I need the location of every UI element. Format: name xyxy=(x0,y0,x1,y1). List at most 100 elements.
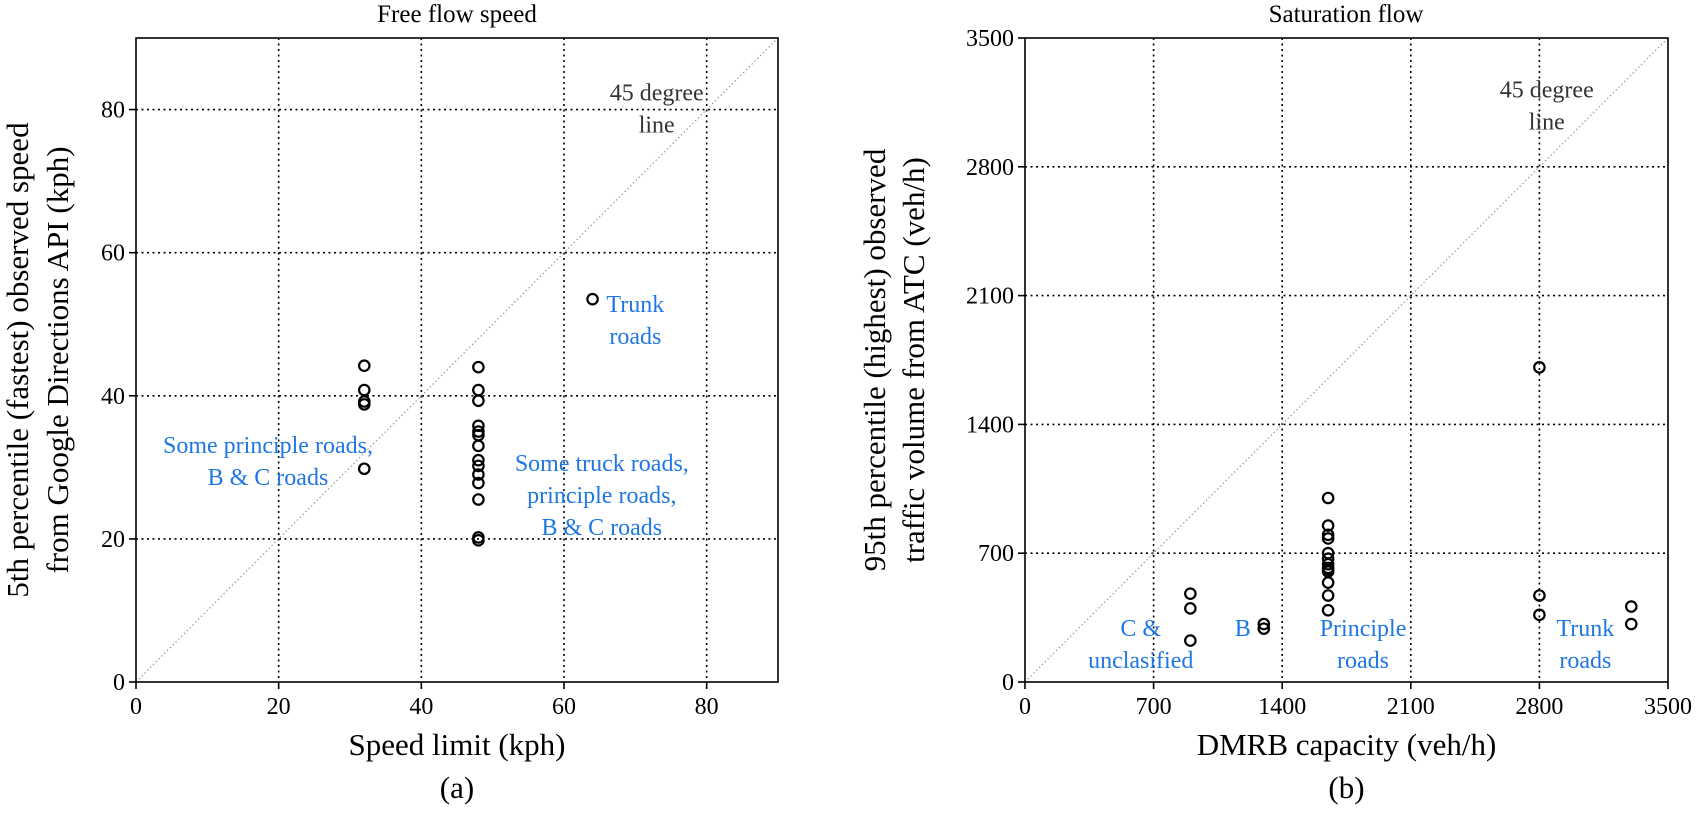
data-point xyxy=(1321,576,1335,589)
annotation: C & unclasified xyxy=(1088,616,1193,674)
data-point xyxy=(1533,361,1546,374)
annotation-line: unclasified xyxy=(1088,648,1193,674)
x-tick-label: 3500 xyxy=(1644,694,1692,720)
annotation: B xyxy=(1235,616,1251,642)
data-point xyxy=(472,360,485,374)
data-point xyxy=(1321,528,1335,542)
annotation-line: Some principle roads, xyxy=(163,433,373,459)
annotation-line: Principle xyxy=(1320,616,1407,642)
chart-title: Free flow speed xyxy=(377,1,537,28)
y-tick-label: 0 xyxy=(1002,670,1014,696)
data-point xyxy=(472,439,485,453)
data-point xyxy=(1184,602,1197,615)
annotation-line: B & C roads xyxy=(208,465,329,491)
reference-line-45-degree xyxy=(1024,37,1669,683)
data-point xyxy=(1321,532,1335,545)
data-point xyxy=(1321,491,1335,505)
x-tick-label: 0 xyxy=(130,694,142,720)
x-tick-label: 80 xyxy=(695,694,719,720)
data-point xyxy=(1184,587,1197,600)
data-point xyxy=(1624,617,1638,631)
x-tick-label: 20 xyxy=(267,694,291,720)
annotation-line: 45 degree xyxy=(610,80,704,106)
chart-title: Saturation flow xyxy=(1269,1,1424,28)
data-point xyxy=(472,459,485,473)
annotation-line: roads xyxy=(1337,648,1389,674)
annotation: Trunk roads xyxy=(606,292,664,350)
data-point xyxy=(1624,600,1638,613)
annotation-line: B xyxy=(1235,616,1251,642)
y-tick-label: 60 xyxy=(101,241,125,267)
y-tick-label: 20 xyxy=(101,527,125,553)
reference-line-45-degree xyxy=(135,37,779,683)
y-tick-label: 700 xyxy=(978,541,1014,567)
x-tick-label: 2100 xyxy=(1387,694,1435,720)
y-axis-label-line: 95th percentile (highest) observed xyxy=(857,148,892,571)
panel-sub-label: (b) xyxy=(1328,770,1364,805)
data-point xyxy=(357,383,371,397)
data-point xyxy=(1533,589,1546,602)
data-point xyxy=(472,425,485,438)
data-point xyxy=(472,468,485,481)
data-point xyxy=(472,383,485,397)
plot-frame xyxy=(135,37,779,683)
y-tick-label: 3500 xyxy=(966,26,1014,52)
data-point xyxy=(472,476,485,490)
panel-sub-label: (a) xyxy=(440,770,474,805)
annotation-line: Trunk xyxy=(1556,616,1614,642)
data-point xyxy=(1257,622,1271,635)
chart-panel-b: 0 700 1400 2100 2800 3500 0 700 1400 2100 2800 3500… xyxy=(857,1,1692,805)
y-tick-label: 2100 xyxy=(966,284,1014,310)
annotation-line: C & xyxy=(1120,616,1161,642)
annotation: Some truck roads, principle roads, B & C r… xyxy=(515,451,689,541)
y-axis-label-line: 5th percentile (fastest) observed speed xyxy=(0,122,35,598)
data-point xyxy=(1321,519,1335,532)
y-axis-label-line: traffic volume from ATC (veh/h) xyxy=(896,157,931,563)
data-point xyxy=(357,359,371,373)
data-point xyxy=(472,453,485,467)
data-point xyxy=(1321,557,1335,571)
x-tick-label: 2800 xyxy=(1515,694,1563,720)
data-point xyxy=(1184,634,1197,647)
data-point xyxy=(1321,603,1335,617)
y-tick-label: 1400 xyxy=(966,412,1014,438)
annotation: Principle roads xyxy=(1320,616,1407,674)
y-tick-label: 40 xyxy=(101,384,125,410)
x-tick-label: 60 xyxy=(552,694,576,720)
x-tick-label: 0 xyxy=(1019,694,1031,720)
annotation: Some principle roads, B & C roads xyxy=(163,433,373,491)
x-tick-label: 1400 xyxy=(1258,694,1306,720)
data-point xyxy=(357,462,371,476)
annotation-line: Some truck roads, xyxy=(515,451,689,477)
plot-frame xyxy=(1024,37,1669,683)
data-point xyxy=(586,292,599,306)
annotation-line: principle roads, xyxy=(527,483,676,509)
annotation-line: B & C roads xyxy=(541,515,662,541)
x-axis-label: DMRB capacity (veh/h) xyxy=(1197,727,1497,762)
y-tick-label: 2800 xyxy=(966,155,1014,181)
data-point xyxy=(472,394,485,408)
x-tick-label: 700 xyxy=(1136,694,1172,720)
y-tick-label: 80 xyxy=(101,98,125,124)
annotation: Trunk roads xyxy=(1556,616,1614,674)
annotation: 45 degree line xyxy=(610,80,704,138)
annotation-line: 45 degree xyxy=(1500,77,1594,103)
data-point xyxy=(357,398,371,411)
x-tick-label: 40 xyxy=(409,694,433,720)
annotation-line: line xyxy=(1529,109,1565,135)
data-point xyxy=(1533,608,1546,622)
annotation-line: roads xyxy=(609,324,661,350)
data-point xyxy=(1257,617,1271,631)
data-point xyxy=(472,534,485,547)
data-point xyxy=(472,493,485,506)
data-point xyxy=(1321,589,1335,602)
annotation-line: Trunk xyxy=(606,292,664,318)
annotation-line: line xyxy=(639,112,675,138)
y-axis-label-line: from Google Directions API (kph) xyxy=(40,146,75,573)
annotation-line: roads xyxy=(1559,648,1611,674)
chart-panel-a: 0 20 40 60 80 0 20 40 60 80 Free flow speed Speed l… xyxy=(0,1,779,805)
annotation: 45 degree line xyxy=(1500,77,1594,135)
y-tick-label: 0 xyxy=(113,670,125,696)
x-axis-label: Speed limit (kph) xyxy=(349,727,566,762)
